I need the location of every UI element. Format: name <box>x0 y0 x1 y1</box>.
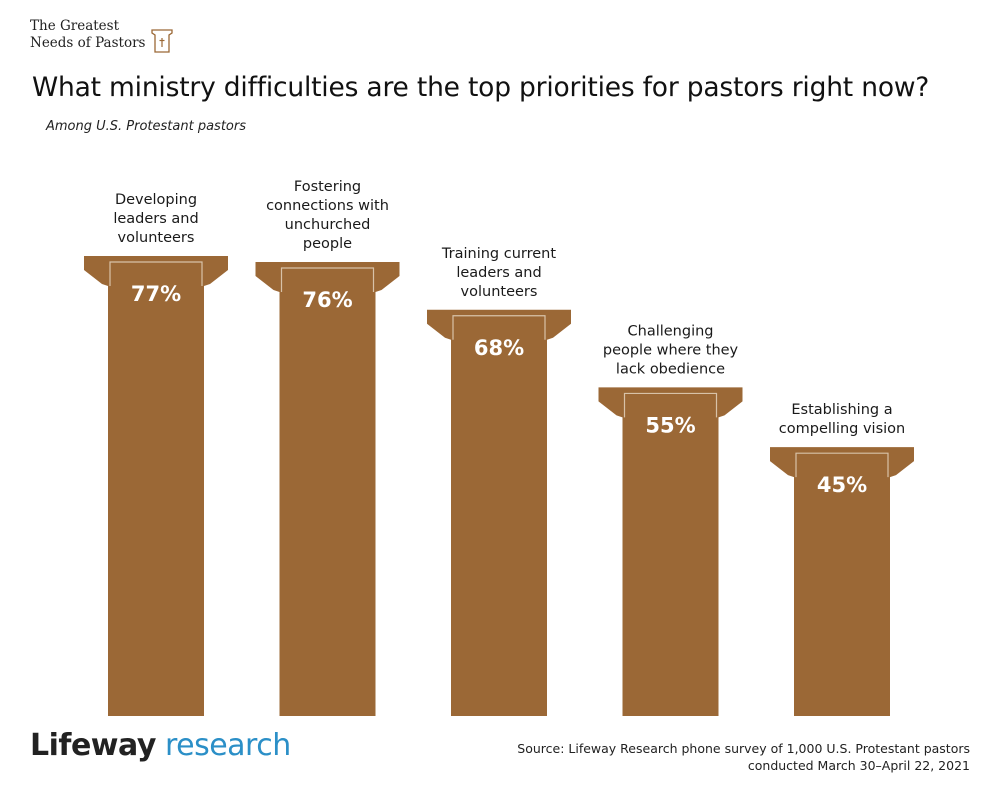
category-label: Challenging people where they lack obedien… <box>603 323 739 377</box>
chart-title: What ministry difficulties are the top p… <box>32 72 930 103</box>
logo-line-1: The Greatest <box>30 18 120 34</box>
bar-shaft <box>622 393 719 716</box>
category-label: Establishing a compelling vision <box>779 402 905 437</box>
logo-line-2: Needs of Pastors <box>30 35 146 51</box>
report-logo-text: The Greatest Needs of Pastors <box>30 18 145 52</box>
research-wordmark: research <box>164 728 291 763</box>
bar-notch-outline <box>795 452 889 478</box>
category-label: Fostering connections with unchurched peopl… <box>266 179 389 252</box>
lifeway-wordmark: Lifeway <box>30 728 156 763</box>
bar-value-label: 55% <box>645 413 695 437</box>
bar-notch-outline <box>452 315 546 340</box>
bar-notch-outline <box>280 267 375 292</box>
source-note: Source: Lifeway Research phone survey of… <box>517 740 970 774</box>
source-line-2: conducted March 30–April 22, 2021 <box>747 758 970 773</box>
bar-notch-outline <box>109 261 203 286</box>
bar-pillar <box>770 447 914 716</box>
category-label: Training current leaders and volunteers <box>441 246 556 300</box>
report-logo: The Greatest Needs of Pastors <box>30 18 174 54</box>
bar-pillar <box>84 256 228 716</box>
bar-value-label: 68% <box>474 336 524 360</box>
category-label: Developing leaders and volunteers <box>113 192 198 246</box>
bar-pillar <box>598 387 743 716</box>
lifeway-research-logo: Lifeway research <box>30 728 291 763</box>
source-line-1: Source: Lifeway Research phone survey of… <box>517 741 970 756</box>
bar-shaft <box>794 453 890 716</box>
bar-value-label: 45% <box>817 473 867 497</box>
chart-subtitle: Among U.S. Protestant pastors <box>46 119 246 134</box>
bar-value-label: 77% <box>131 282 181 306</box>
bar-pillar <box>427 309 571 716</box>
bar-notch-outline <box>623 392 718 418</box>
bar-shaft <box>108 262 204 716</box>
bar-value-label: 76% <box>302 288 352 312</box>
bar-shaft <box>451 315 547 716</box>
bar-shaft <box>279 267 376 716</box>
pulpit-cross-icon <box>151 29 174 53</box>
bar-pillar <box>255 261 400 716</box>
